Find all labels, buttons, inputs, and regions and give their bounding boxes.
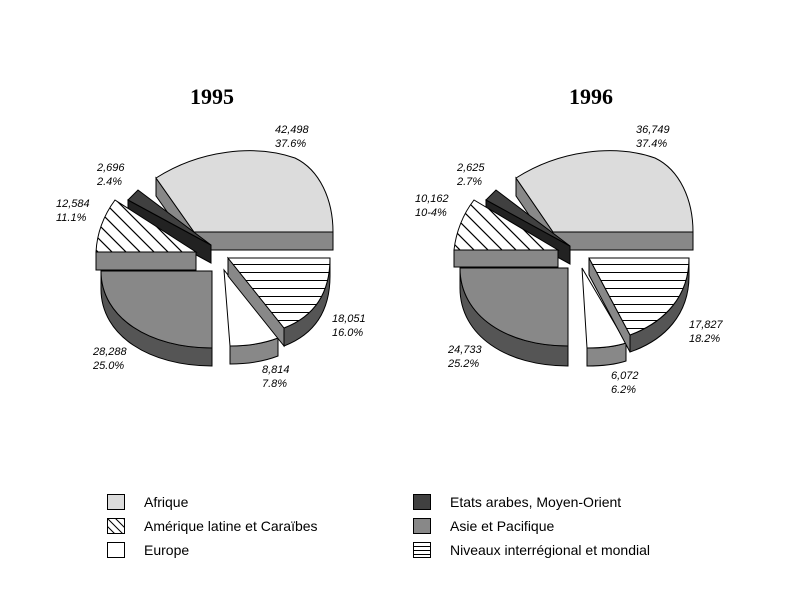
percent-label-etats-arabes-1996: 2.7% [456,176,482,188]
slice-niveaux-1995 [226,256,331,348]
percent-label-etats-arabes-1995: 2.4% [96,176,122,188]
percent-label-amerique-latine-1996: 10-4% [415,207,447,219]
slice-asie-pacifique-1996 [459,267,569,367]
value-label-asie-pacifique-1995: 28,288 [92,346,128,358]
value-label-etats-arabes-1996: 2,625 [456,162,485,174]
value-label-europe-1996: 6,072 [611,370,639,382]
value-label-amerique-latine-1995: 12,584 [56,198,90,210]
percent-label-amerique-latine-1995: 11.1% [56,212,87,224]
slice-niveaux-1996 [588,257,690,353]
value-label-asie-pacifique-1996: 24,733 [447,344,483,356]
pie-1995: 1995 [56,84,366,390]
value-label-niveaux-1996: 17,827 [689,319,724,331]
percent-label-europe-1995: 7.8% [262,378,287,390]
slice-amerique-latine-1996 [453,199,560,268]
pie-1996: 1996 [415,84,724,396]
percent-label-afrique-1995: 37.6% [275,138,306,150]
percent-label-afrique-1996: 37.4% [636,138,667,150]
slice-etats-arabes-1995 [127,189,212,264]
value-label-etats-arabes-1995: 2,696 [96,162,125,174]
chart-title-1996: 1996 [569,84,613,109]
percent-label-niveaux-1996: 18.2% [689,333,720,345]
percent-label-asie-pacifique-1995: 25.0% [92,360,124,372]
value-label-europe-1995: 8,814 [262,364,290,376]
chart-title-1995: 1995 [190,84,234,109]
slice-asie-pacifique-1995 [100,270,213,367]
slice-europe-1995 [223,268,279,365]
percent-label-europe-1996: 6.2% [611,384,636,396]
value-label-afrique-1995: 42,498 [275,124,310,136]
slice-afrique-1996 [515,150,694,252]
slice-europe-1996 [581,267,627,367]
percent-label-asie-pacifique-1996: 25.2% [447,358,479,370]
percent-label-niveaux-1995: 16.0% [332,327,363,339]
value-label-amerique-latine-1996: 10,162 [415,193,449,205]
value-label-niveaux-1995: 18,051 [332,313,366,325]
slice-amerique-latine-1995 [95,199,198,271]
value-label-afrique-1996: 36,749 [636,124,670,136]
